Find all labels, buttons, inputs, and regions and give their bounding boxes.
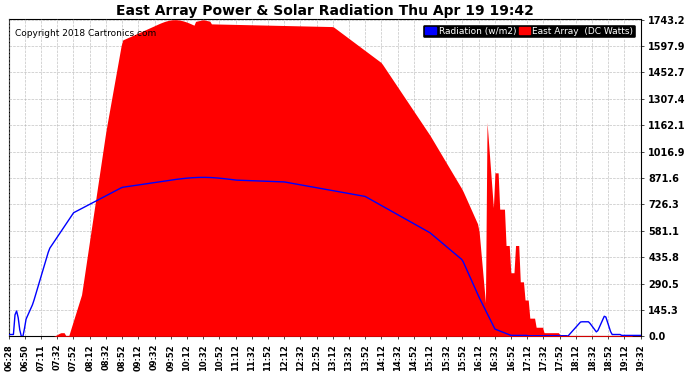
Legend: Radiation (w/m2), East Array  (DC Watts): Radiation (w/m2), East Array (DC Watts) bbox=[422, 24, 636, 38]
Text: Copyright 2018 Cartronics.com: Copyright 2018 Cartronics.com bbox=[15, 29, 156, 38]
Title: East Array Power & Solar Radiation Thu Apr 19 19:42: East Array Power & Solar Radiation Thu A… bbox=[116, 4, 533, 18]
